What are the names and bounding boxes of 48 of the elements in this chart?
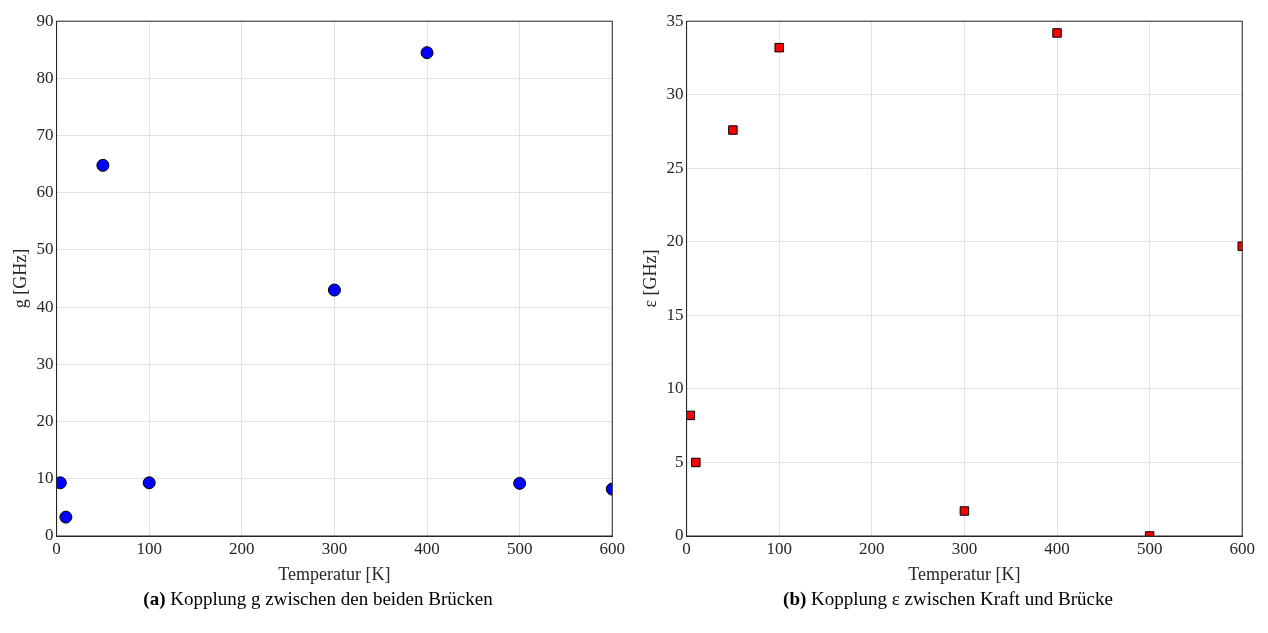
- y-tick-label: 5: [675, 451, 684, 471]
- point: [691, 457, 701, 468]
- y-tick-label: 30: [36, 353, 54, 373]
- y-tick-label: 10: [36, 468, 54, 488]
- point: [959, 506, 970, 516]
- text: (b) Kopplung ε zwischen Kraft und Brücke: [782, 588, 1114, 610]
- point: [1052, 28, 1062, 38]
- y-tick-label: 80: [36, 67, 54, 87]
- point: [59, 510, 73, 524]
- point: [142, 476, 156, 490]
- y-tick-label: 10: [666, 378, 684, 398]
- point: [513, 476, 527, 490]
- y-tick-label: 20: [36, 411, 54, 431]
- x-tick-label: 300: [951, 538, 978, 558]
- y-tick-label: 40: [36, 296, 54, 316]
- y-tick-label: 60: [36, 182, 54, 202]
- x-tick-label: 300: [321, 538, 348, 558]
- x-tick-label: 500: [1136, 538, 1163, 558]
- y-axis-title: g [GHz]: [9, 248, 30, 309]
- y-tick-label: 25: [666, 157, 684, 177]
- x-tick-label: 400: [1044, 538, 1070, 558]
- x-tick-label: 600: [599, 538, 625, 558]
- point: [686, 410, 696, 421]
- point: [774, 42, 784, 53]
- y-tick-label: 20: [666, 231, 684, 251]
- y-tick-label: 50: [36, 239, 54, 259]
- x-axis-title: Temperatur [K]: [908, 563, 1021, 584]
- y-tick-label: 35: [666, 10, 684, 30]
- y-axis-title: ε [GHz]: [639, 249, 660, 308]
- y-tick-label: 30: [666, 84, 684, 104]
- x-tick-label: 400: [414, 538, 440, 558]
- point: [327, 283, 341, 297]
- x-tick-label: 100: [766, 538, 792, 558]
- point: [96, 158, 110, 172]
- y-tick-label: 15: [666, 304, 684, 324]
- x-tick-label: 200: [859, 538, 885, 558]
- x-axis-title: Temperatur [K]: [278, 563, 391, 584]
- y-tick-label: 0: [45, 525, 54, 545]
- point: [728, 125, 738, 135]
- text: (a) Kopplung g zwischen den beiden Brücken: [142, 588, 494, 610]
- x-tick-label: 500: [506, 538, 533, 558]
- x-tick-label: 100: [136, 538, 162, 558]
- y-tick-label: 70: [36, 125, 54, 145]
- y-tick-label: 90: [36, 10, 54, 30]
- x-tick-label: 600: [1229, 538, 1255, 558]
- y-tick-label: 0: [675, 525, 684, 545]
- point: [420, 46, 434, 60]
- x-tick-label: 200: [229, 538, 255, 558]
